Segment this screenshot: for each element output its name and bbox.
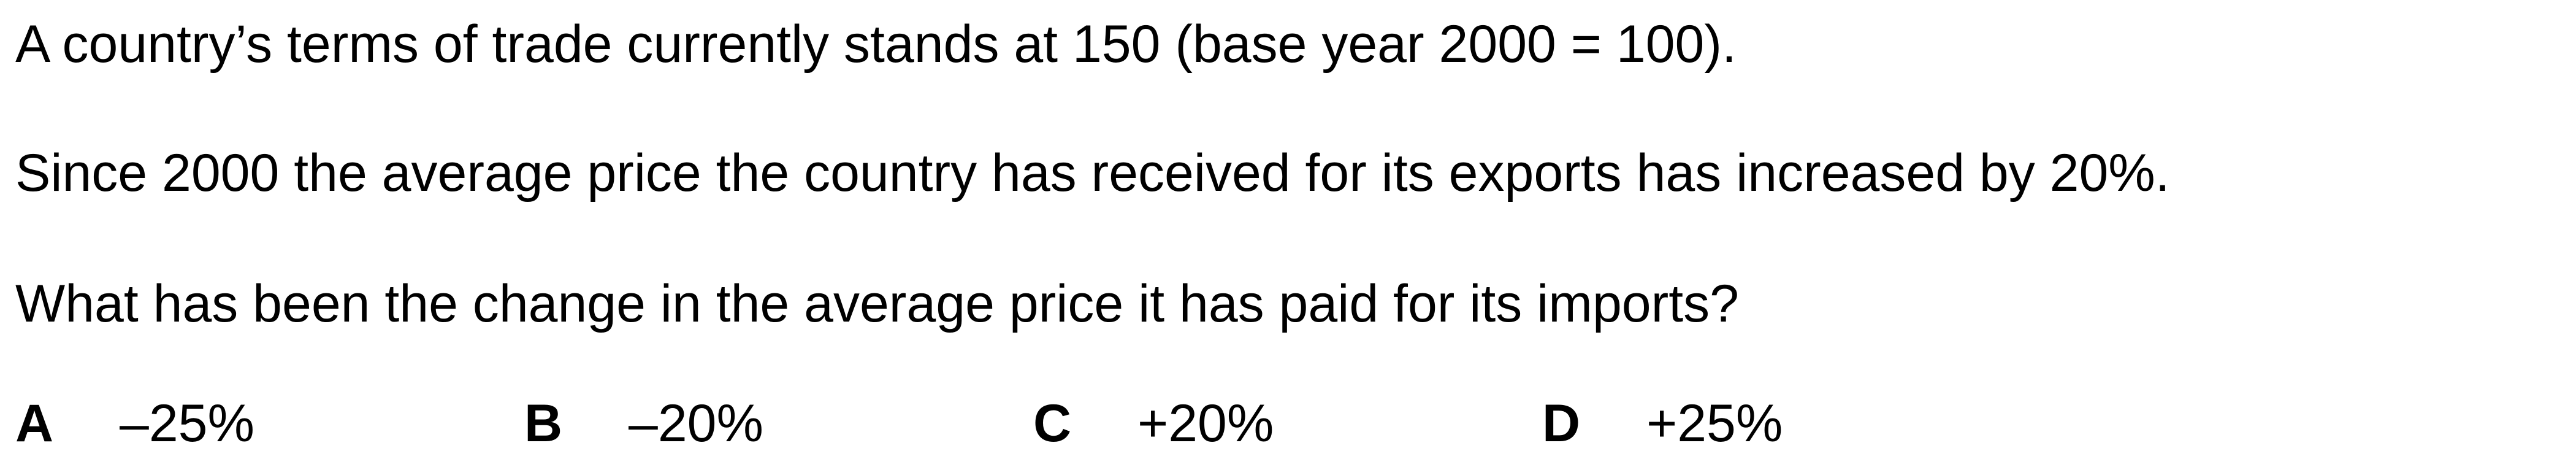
option-letter: A xyxy=(15,394,54,453)
option-letter: D xyxy=(1542,394,1581,453)
option-value: +20% xyxy=(1137,394,1274,453)
option-value: –20% xyxy=(629,394,763,453)
question-stem-line-1: A country’s terms of trade currently sta… xyxy=(15,15,1737,74)
option-value: +25% xyxy=(1646,394,1783,453)
question-prompt: What has been the change in the average … xyxy=(15,274,1739,333)
answer-options: A –25% B –20% C +20% D +25% xyxy=(15,393,2560,454)
option-letter: B xyxy=(524,394,563,453)
option-value: –25% xyxy=(120,394,254,453)
option-letter: C xyxy=(1033,394,1072,453)
question-stem-line-2: Since 2000 the average price the country… xyxy=(15,144,2170,203)
